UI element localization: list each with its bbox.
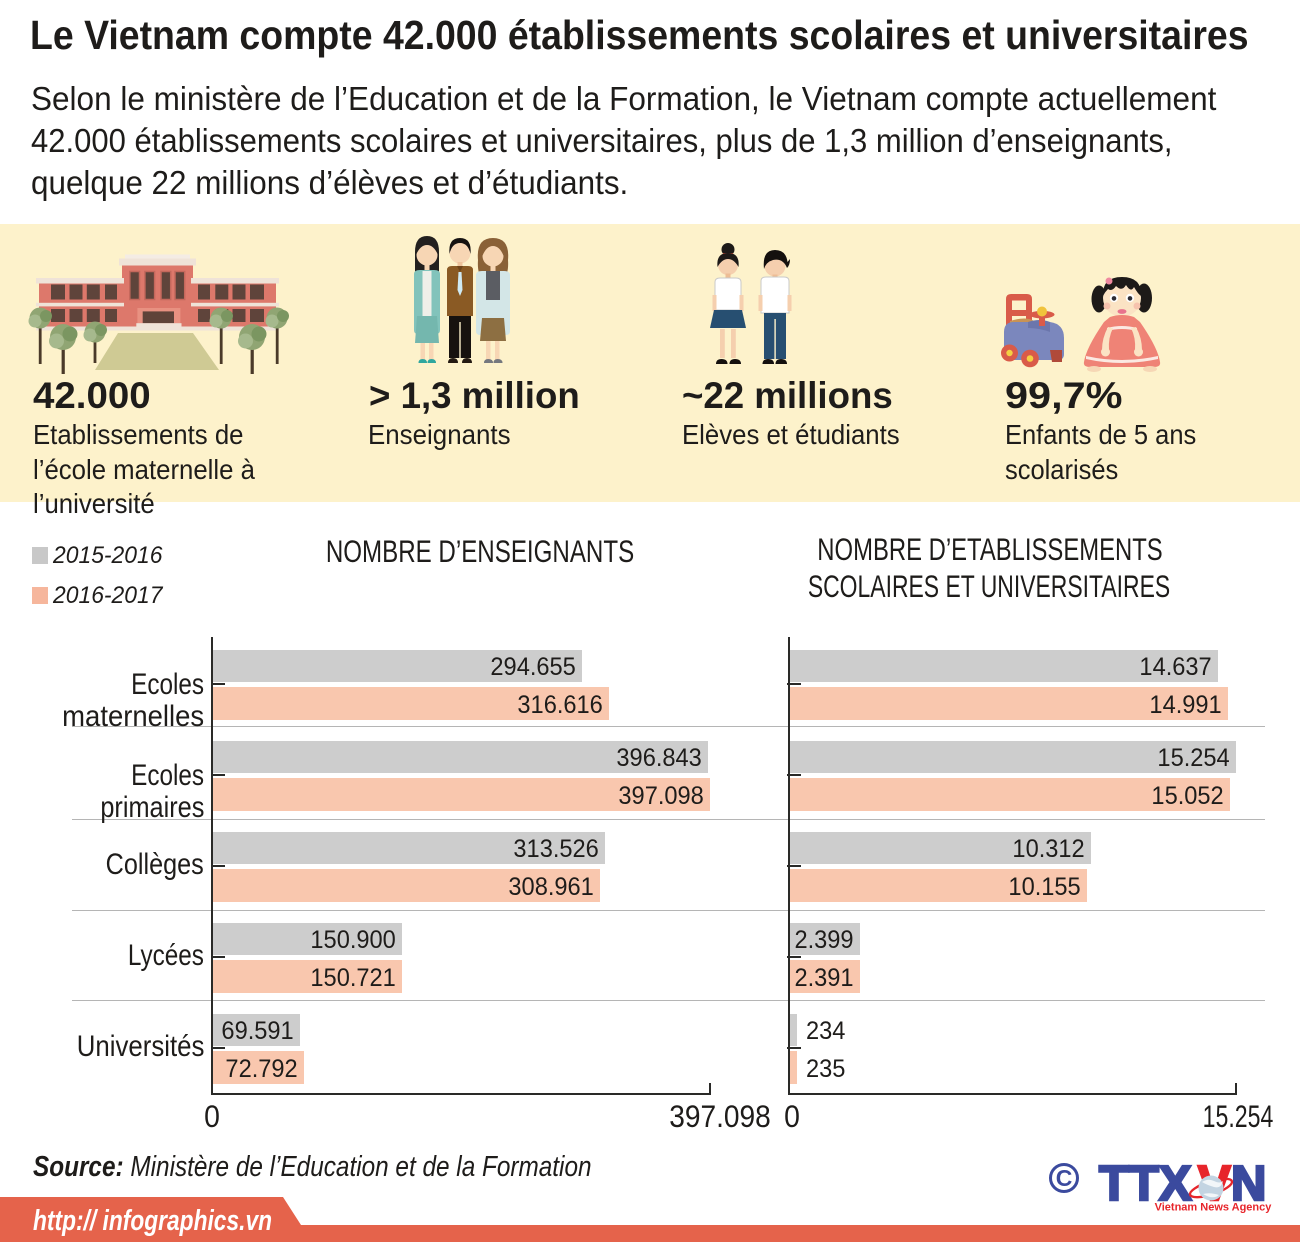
svg-text:N: N [1231,1157,1266,1211]
svg-text:TTX: TTX [1099,1157,1192,1211]
svg-text:C: C [1056,1165,1073,1191]
svg-text:Vietnam News Agency: Vietnam News Agency [1155,1202,1273,1214]
